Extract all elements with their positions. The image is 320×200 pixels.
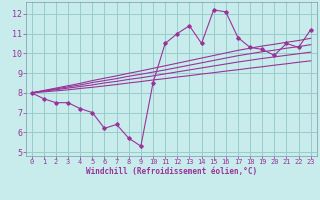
X-axis label: Windchill (Refroidissement éolien,°C): Windchill (Refroidissement éolien,°C) (86, 167, 257, 176)
